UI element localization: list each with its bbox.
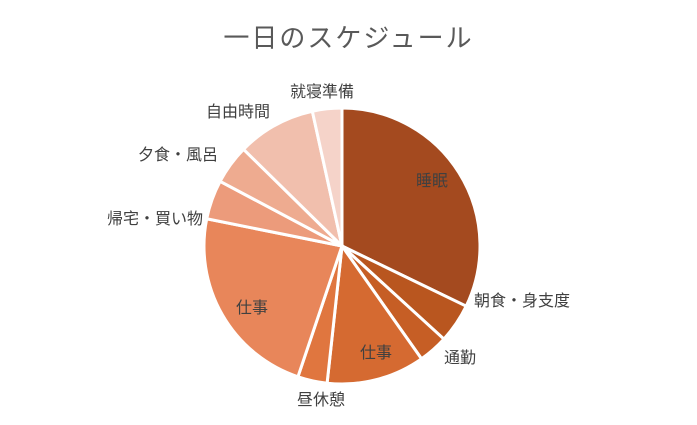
slice-label: 朝食・身支度	[474, 291, 570, 310]
slice-label: 就寝準備	[290, 82, 354, 101]
slice-label: 昼休憩	[297, 390, 345, 409]
pie-slice	[202, 217, 344, 379]
chart-title: 一日のスケジュール	[223, 24, 474, 54]
slice-label: 通勤	[444, 348, 476, 367]
pie-slice	[241, 109, 345, 251]
slice-label: 帰宅・買い物	[107, 209, 203, 228]
pie-slice	[325, 241, 424, 386]
slice-label: 睡眠	[416, 171, 448, 190]
pie-slice	[310, 106, 344, 247]
slice-label: 仕事	[236, 298, 268, 317]
slice-label: 仕事	[360, 343, 392, 362]
slice-label: 夕食・風呂	[138, 145, 218, 164]
pie-slice	[340, 106, 482, 309]
slice-label: 自由時間	[206, 102, 270, 121]
